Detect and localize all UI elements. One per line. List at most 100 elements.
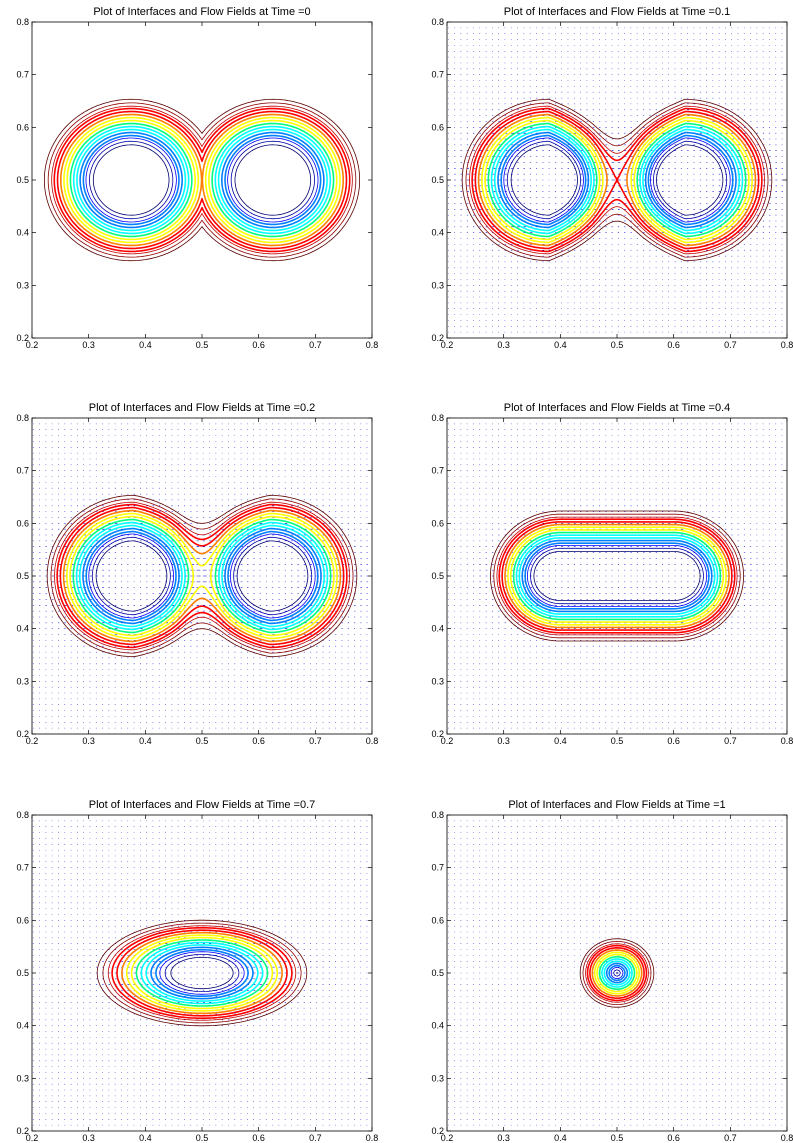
chart-panel-4: 0.2 0.3 0.4 0.5 0.6 0.7 0.8 0.2 0.3 0.4 0.5 0.6 0.7 0… xyxy=(16,799,378,1143)
contour-level-6 xyxy=(593,951,641,995)
contour-level-5 xyxy=(477,113,757,247)
contour-level-12 xyxy=(85,530,319,622)
contour-level-14 xyxy=(506,140,728,220)
contour-level-2 xyxy=(107,925,297,1021)
flow-arrows xyxy=(32,418,369,734)
x-tick-label: 0.6 xyxy=(667,736,680,746)
plot-area xyxy=(447,22,784,338)
contour-level-11 xyxy=(150,946,254,1000)
contour-level-8 xyxy=(512,531,722,621)
axes-frame xyxy=(446,417,788,735)
contour-level-13 xyxy=(159,951,245,995)
flow-arrows xyxy=(447,22,784,338)
y-tick-label: 0.2 xyxy=(431,1126,444,1136)
x-tick-label: 0.8 xyxy=(781,340,793,350)
axes-frame xyxy=(31,814,373,1132)
x-tick-label: 0.8 xyxy=(366,340,379,350)
chart-title: Plot of Interfaces and Flow Fields at Ti… xyxy=(89,799,316,811)
contour-level-8 xyxy=(135,939,269,1007)
contour-level-4 xyxy=(56,110,348,250)
y-tick-label: 0.7 xyxy=(431,70,444,80)
contour-level-7 xyxy=(66,119,338,241)
y-tick-label: 0.5 xyxy=(431,571,444,581)
contour-level-1 xyxy=(582,941,652,1005)
y-tick-label: 0.4 xyxy=(16,228,29,238)
y-tick-label: 0.2 xyxy=(16,729,29,739)
x-tick-label: 0.2 xyxy=(441,340,454,350)
flow-arrows xyxy=(447,418,783,734)
y-tick-label: 0.8 xyxy=(16,17,29,27)
contour-level-9 xyxy=(75,521,329,631)
contour-level-11 xyxy=(82,527,322,625)
contour-level-14 xyxy=(89,140,315,220)
contour-level-5 xyxy=(62,509,342,643)
x-tick-label: 0.6 xyxy=(667,340,680,350)
contour-level-3 xyxy=(586,944,648,1002)
contour-level-3 xyxy=(56,503,348,649)
y-tick-label: 0.4 xyxy=(16,624,29,634)
contour-level-5 xyxy=(504,523,730,629)
x-tick-label: 0.5 xyxy=(611,1133,624,1143)
y-tick-label: 0.6 xyxy=(16,122,29,132)
x-tick-label: 0.7 xyxy=(309,340,322,350)
contour-level-6 xyxy=(481,116,753,244)
y-tick-label: 0.7 xyxy=(431,466,444,476)
x-tick-label: 0.8 xyxy=(781,1133,793,1143)
contour-level-0 xyxy=(579,938,655,1008)
plot-area xyxy=(32,418,369,734)
contour-level-1 xyxy=(493,513,741,639)
y-tick-label: 0.6 xyxy=(16,915,29,925)
x-tick-label: 0.2 xyxy=(26,736,39,746)
contour-level-14 xyxy=(613,969,621,977)
contour-level-10 xyxy=(603,960,631,986)
interface-contours xyxy=(44,98,360,262)
contour-level-10 xyxy=(78,524,326,628)
axes-ticks: 0.2 0.3 0.4 0.5 0.6 0.7 0.8 0.2 0.3 0.4 0.5 0.6 0.7 0… xyxy=(431,17,793,350)
contour-level-4 xyxy=(501,521,733,631)
x-tick-label: 0.4 xyxy=(139,736,152,746)
interface-contours xyxy=(461,98,773,262)
y-tick-label: 0.7 xyxy=(16,466,29,476)
contour-level-15 xyxy=(95,540,309,612)
chart-panel-3: 0.2 0.3 0.4 0.5 0.6 0.7 0.8 0.2 0.3 0.4 0.5 0.6 0.7 0… xyxy=(431,402,793,746)
x-tick-label: 0.3 xyxy=(497,1133,510,1143)
contour-level-0 xyxy=(44,98,360,262)
x-tick-label: 0.6 xyxy=(667,1133,680,1143)
contour-level-15 xyxy=(510,144,724,216)
contour-level-9 xyxy=(72,125,332,235)
contour-level-1 xyxy=(102,922,302,1024)
y-tick-label: 0.8 xyxy=(16,413,29,423)
contour-level-15 xyxy=(533,551,701,601)
interface-contours xyxy=(490,510,744,642)
y-tick-label: 0.2 xyxy=(431,729,444,739)
chart-panel-5: 0.2 0.3 0.4 0.5 0.6 0.7 0.8 0.2 0.3 0.4 0.5 0.6 0.7 0… xyxy=(431,799,793,1143)
contour-level-6 xyxy=(125,934,279,1012)
contour-level-10 xyxy=(76,128,328,232)
y-tick-label: 0.8 xyxy=(431,413,444,423)
chart-panel-0: 0.2 0.3 0.4 0.5 0.6 0.7 0.8 0.2 0.3 0.4 0.5 0.6 0.7 0… xyxy=(16,6,378,350)
contour-level-10 xyxy=(493,128,741,232)
y-tick-label: 0.7 xyxy=(16,70,29,80)
contour-level-13 xyxy=(527,545,707,607)
contour-level-2 xyxy=(469,105,765,255)
contour-level-12 xyxy=(82,134,322,226)
y-tick-label: 0.5 xyxy=(16,968,29,978)
y-tick-label: 0.3 xyxy=(431,1073,444,1083)
y-tick-label: 0.7 xyxy=(16,863,29,873)
x-tick-label: 0.5 xyxy=(611,340,624,350)
contour-level-6 xyxy=(63,116,341,244)
contour-level-12 xyxy=(524,542,710,610)
x-tick-label: 0.7 xyxy=(309,1133,322,1143)
contour-level-0 xyxy=(461,98,773,262)
x-tick-label: 0.3 xyxy=(82,1133,95,1143)
flow-field xyxy=(447,815,783,1131)
chart-title: Plot of Interfaces and Flow Fields at Ti… xyxy=(89,402,316,414)
contour-level-14 xyxy=(91,536,313,616)
contour-level-3 xyxy=(53,107,351,253)
contour-level-13 xyxy=(88,533,316,619)
flow-field xyxy=(447,418,783,734)
contour-level-8 xyxy=(69,122,335,238)
contour-level-14 xyxy=(530,547,704,605)
chart-title: Plot of Interfaces and Flow Fields at Ti… xyxy=(93,6,310,18)
contour-level-12 xyxy=(500,134,734,226)
